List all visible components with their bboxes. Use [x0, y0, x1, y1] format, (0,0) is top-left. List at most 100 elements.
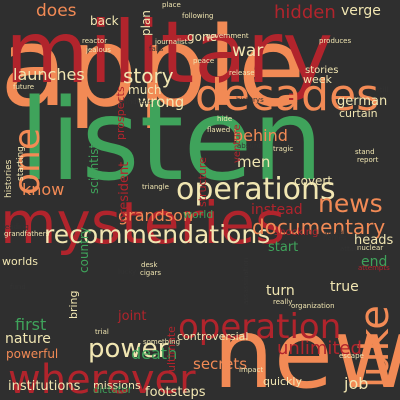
word-much: much [128, 83, 162, 97]
word-trial: trial [95, 328, 109, 336]
word-prospects: prospects [114, 86, 127, 140]
word-falls: falls [149, 45, 164, 53]
word-wherever: wherever [8, 357, 196, 400]
word-country: country [77, 227, 91, 273]
word-covert: covert [294, 174, 333, 188]
word-impact: impact [239, 366, 264, 374]
word-release: release [229, 69, 255, 77]
word-world: world [183, 208, 214, 221]
word-future: future [13, 83, 35, 91]
word-job: job [344, 374, 369, 393]
word-stand: stand [355, 148, 375, 156]
word-death: death [131, 344, 178, 363]
word-reactor: reactor [82, 37, 108, 45]
word-starting: starting [16, 146, 26, 181]
word-start: start [268, 240, 299, 255]
word-stories: stories [305, 65, 339, 76]
word-plan: plan [139, 10, 153, 36]
word-quickly: quickly [263, 375, 302, 388]
word-grandfathers: grandfathers [4, 230, 50, 238]
word-peace: peace [193, 57, 215, 65]
word-decades: decades [195, 70, 380, 121]
word-operations: operations [176, 172, 336, 207]
word-organization: organization [291, 302, 335, 310]
word-following: following [182, 12, 214, 20]
word-does: does [36, 1, 77, 21]
word-something: something [143, 338, 181, 346]
word-grandson: grandson [118, 206, 194, 225]
word-escape: escape [339, 352, 364, 360]
word-nuclear: nuclear [357, 244, 384, 252]
word-triangle: triangle [142, 183, 169, 191]
word-war: war [232, 41, 264, 61]
word-mysteries: mysteries [0, 189, 286, 257]
word-german: german [337, 94, 388, 109]
word-names: names [323, 234, 347, 242]
word-attack: attack [340, 245, 362, 253]
word-new: new [213, 298, 400, 400]
word-verge: verge [341, 3, 381, 19]
word-wrong: wrong [138, 93, 185, 111]
word-jealous: jealous [86, 46, 111, 54]
word-president: president [117, 161, 132, 223]
word-cigars: cigars [140, 269, 162, 277]
word-journalist: journalist [155, 38, 188, 46]
word-week: week [303, 73, 332, 86]
word-historys: historys [236, 96, 264, 104]
word-men: men [237, 153, 271, 171]
word-ultimate: ultimate [165, 326, 178, 372]
word-military: military [5, 3, 334, 103]
word-launches: launches [13, 65, 85, 84]
word-curtain: curtain [339, 107, 378, 120]
word-documentary: documentary [252, 215, 386, 239]
word-tragic: tragic [273, 145, 294, 153]
word-joint: joint [118, 309, 147, 324]
word-unlimited: unlimited [277, 338, 362, 359]
word-scientists: scientists [87, 137, 101, 194]
word-apple: apple [0, 3, 306, 131]
word-instead: instead [251, 202, 303, 218]
word-report: report [357, 156, 379, 164]
word-airs: airs [5, 176, 18, 184]
word-controversial: controversial [177, 330, 249, 343]
word-place: place [162, 1, 181, 9]
word-fund: fund [10, 283, 26, 291]
word-dictator: dictator [93, 385, 132, 396]
word-structure: structure [196, 157, 209, 207]
word-missions: missions [93, 379, 141, 392]
word-flawed: flawed [207, 126, 231, 134]
word-desk: desk [141, 261, 158, 269]
word-leading: leading [3, 223, 29, 231]
word-back: back [90, 14, 119, 28]
word-behind: behind [233, 126, 288, 145]
word-end: end [361, 254, 388, 270]
word-operation: operation [178, 307, 342, 347]
word-lucky: lucky [118, 268, 137, 276]
word-attempts: attempts [358, 264, 390, 272]
word-secrets: secrets [193, 355, 248, 373]
word-really: really [273, 298, 293, 306]
word-powerful: powerful [6, 347, 59, 361]
word-shocking: shocking [274, 227, 319, 238]
word-hidden: hidden [274, 2, 336, 23]
word-worlds: worlds [2, 255, 39, 268]
word-true: true [330, 279, 359, 295]
word-footsteps: footsteps [145, 385, 206, 400]
word-nature: nature [5, 331, 51, 347]
word-named: named [319, 230, 344, 238]
word-hide: hide [217, 115, 233, 123]
word-government: government [206, 32, 249, 40]
word-turn: turn [266, 283, 295, 299]
word-gone: gone [187, 30, 217, 44]
word-power: power [88, 334, 169, 364]
word-assassination: assassination [242, 257, 250, 305]
word-listen: listen [19, 76, 324, 206]
word-bring: bring [67, 290, 80, 319]
word-produces: produces [319, 37, 352, 45]
word-first: first [15, 315, 47, 334]
word-absurd: absurd [237, 142, 262, 150]
word-know: know [22, 180, 65, 199]
word-news: news [318, 189, 383, 218]
word-still: still [376, 86, 389, 94]
